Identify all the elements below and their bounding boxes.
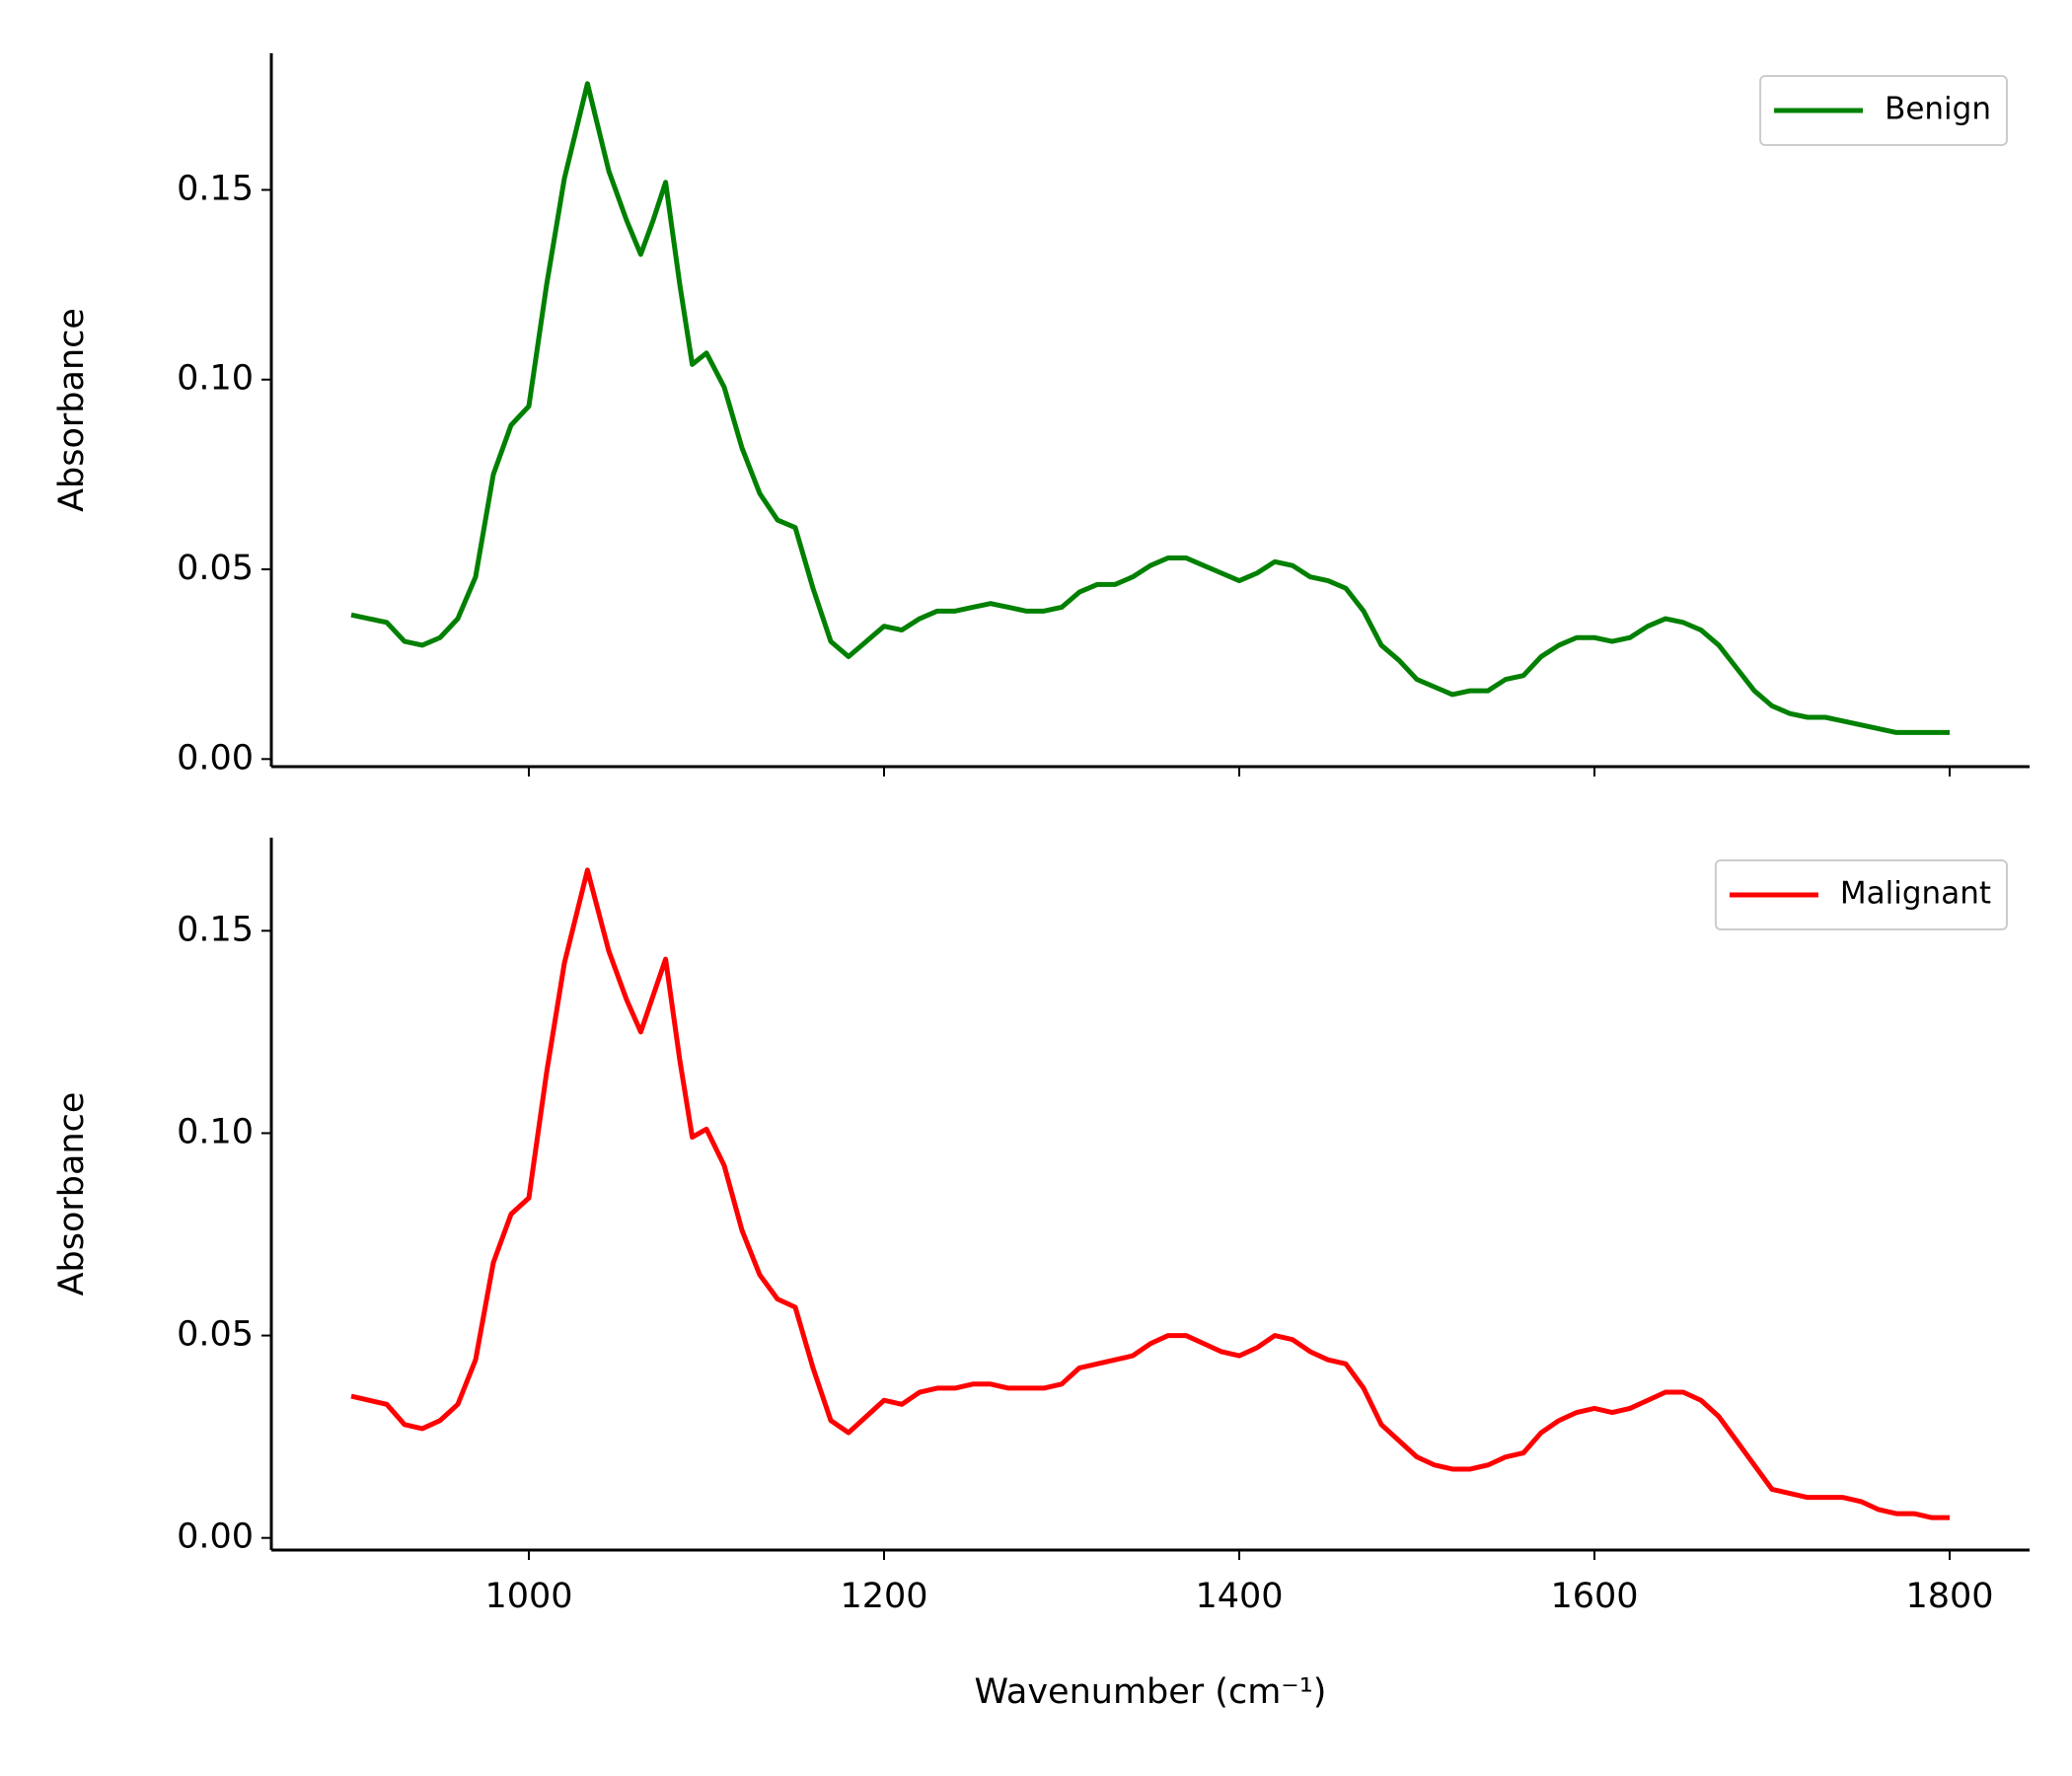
legend-box bbox=[1759, 75, 2008, 146]
legend: Benign bbox=[1759, 75, 2008, 146]
line bbox=[350, 81, 1950, 735]
y-tick-label: 0.05 bbox=[177, 549, 254, 588]
x-tick-label: 1000 bbox=[484, 1577, 572, 1616]
legend-label: Malignant bbox=[1840, 876, 1991, 912]
y-tick-label: 0.00 bbox=[177, 1517, 254, 1557]
y-tick-label: 0.00 bbox=[177, 738, 254, 777]
y-tick-label: 0.10 bbox=[177, 1112, 254, 1151]
legend: Malignant bbox=[1714, 859, 2008, 930]
y-axis-label: Absorbance bbox=[52, 1092, 92, 1296]
x-tick-label: 1600 bbox=[1550, 1577, 1638, 1616]
x-tick-label: 1200 bbox=[840, 1577, 927, 1616]
y-tick-label: 0.15 bbox=[177, 910, 254, 949]
y-axis-label: Absorbance bbox=[52, 308, 92, 512]
y-tick-label: 0.10 bbox=[177, 359, 254, 399]
legend-label: Benign bbox=[1885, 92, 1991, 127]
x-tick-label: 1800 bbox=[1905, 1577, 1993, 1616]
line bbox=[350, 867, 1950, 1520]
legend-box bbox=[1714, 859, 2008, 930]
x-tick-label: 1400 bbox=[1195, 1577, 1283, 1616]
x-axis-label: Wavenumber (cm⁻¹) bbox=[975, 1672, 1327, 1712]
y-tick-label: 0.15 bbox=[177, 169, 254, 208]
y-tick-label: 0.05 bbox=[177, 1315, 254, 1355]
